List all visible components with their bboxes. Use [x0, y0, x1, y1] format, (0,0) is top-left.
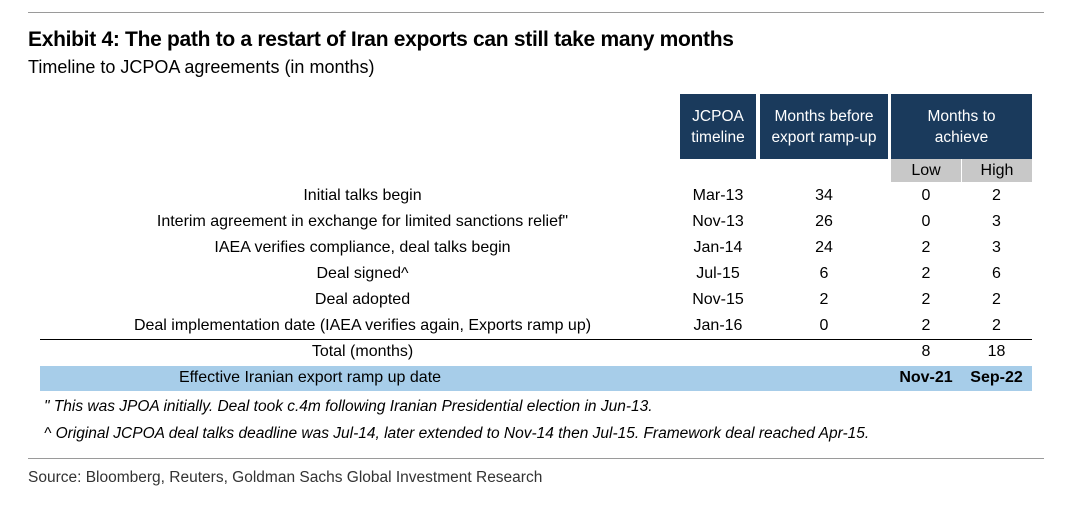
top-rule — [28, 12, 1044, 13]
row-low: 2 — [921, 265, 931, 282]
row-high: 6 — [992, 265, 1001, 282]
exhibit-subtitle: Timeline to JCPOA agreements (in months) — [28, 57, 375, 77]
header-months-to-achieve: Months to achieve — [891, 94, 1032, 159]
header-jcpoa-timeline: JCPOA timeline — [680, 94, 756, 159]
row-high: 3 — [992, 239, 1001, 256]
row-label: Deal adopted — [314, 291, 411, 308]
row-timeline: Nov-15 — [692, 291, 744, 308]
row-timeline: Jul-15 — [696, 265, 740, 282]
row-high: 2 — [992, 317, 1001, 334]
row-timeline: Jan-16 — [693, 317, 743, 334]
row-months-before: 2 — [819, 291, 829, 308]
row-label: Initial talks begin — [303, 187, 422, 204]
exhibit-title: Exhibit 4: The path to a restart of Iran… — [28, 28, 734, 51]
row-timeline: Nov-13 — [692, 213, 744, 230]
footnote: ^ Original JCPOA deal talks deadline was… — [44, 425, 870, 442]
row-high: 2 — [992, 291, 1001, 308]
row-timeline: Mar-13 — [692, 187, 744, 204]
effective-row-highlight — [40, 366, 1032, 391]
header-high: High — [962, 159, 1032, 182]
row-timeline: Jan-14 — [693, 239, 743, 256]
total-divider — [40, 339, 1032, 340]
bottom-rule — [28, 458, 1044, 459]
header-months-before: Months before export ramp-up — [760, 94, 888, 159]
row-label: Deal implementation date (IAEA verifies … — [133, 317, 592, 334]
row-high: 2 — [992, 187, 1001, 204]
row-label: Deal signed^ — [316, 265, 409, 282]
row-months-before: 6 — [819, 265, 829, 282]
row-months-before: 26 — [815, 213, 833, 230]
row-low: 2 — [921, 317, 931, 334]
header-low: Low — [891, 159, 961, 182]
effective-label: Effective Iranian export ramp up date — [178, 369, 442, 386]
effective-low: Nov-21 — [899, 369, 953, 386]
row-months-before: 34 — [815, 187, 833, 204]
row-low: 2 — [921, 291, 931, 308]
row-months-before: 0 — [819, 317, 829, 334]
row-high: 3 — [992, 213, 1001, 230]
total-low: 8 — [921, 343, 931, 360]
total-high: 18 — [987, 343, 1006, 360]
source-note: Source: Bloomberg, Reuters, Goldman Sach… — [28, 469, 543, 486]
effective-high: Sep-22 — [970, 369, 1023, 386]
total-label: Total (months) — [311, 343, 414, 360]
row-label: IAEA verifies compliance, deal talks beg… — [214, 239, 511, 256]
row-label: Interim agreement in exchange for limite… — [156, 213, 569, 230]
row-months-before: 24 — [815, 239, 833, 256]
row-low: 2 — [921, 239, 931, 256]
row-low: 0 — [921, 213, 931, 230]
row-low: 0 — [921, 187, 931, 204]
footnote: " This was JPOA initially. Deal took c.4… — [44, 398, 653, 415]
